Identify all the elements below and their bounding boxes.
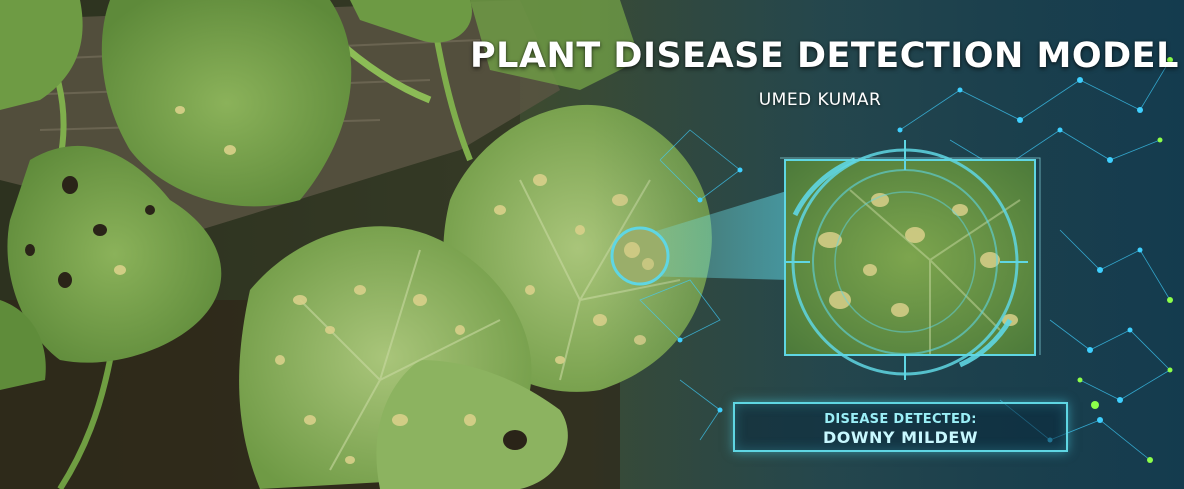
detection-result: DOWNY MILDEW [822, 428, 978, 447]
reticle-icon [785, 140, 1028, 380]
author-name: UMED KUMAR [758, 90, 882, 110]
detection-result-panel: DISEASE DETECTED: DOWNY MILDEW [733, 402, 1068, 452]
detection-label: DISEASE DETECTED: [824, 412, 977, 427]
page-title: PLANT DISEASE DETECTION MODEL [470, 36, 1179, 76]
magnifier-scope [610, 226, 670, 286]
